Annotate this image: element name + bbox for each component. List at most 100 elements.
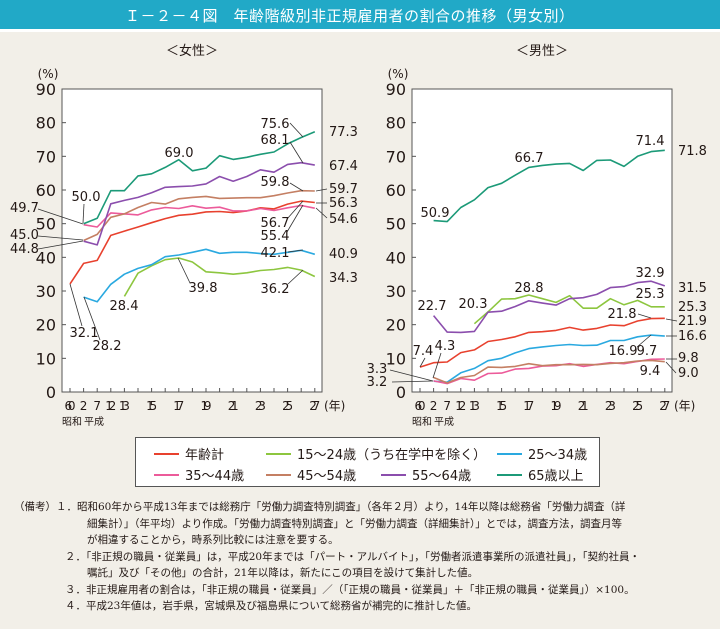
x-tick-label: 19 <box>201 399 212 413</box>
data-label: 45.0 <box>10 228 39 243</box>
data-label: 54.6 <box>329 212 358 227</box>
legend-label: 25～34歳 <box>528 448 588 463</box>
legend-label: 55～64歳 <box>412 469 472 484</box>
x-axis-unit: (年) <box>674 399 695 413</box>
legend-swatch <box>154 452 179 455</box>
y-tick-label: 10 <box>386 349 406 368</box>
legend-item-25-34: 25～34歳 <box>497 444 587 463</box>
annotation-leader <box>83 296 101 341</box>
data-label: 50.0 <box>72 190 101 205</box>
series-line-0 <box>69 200 315 285</box>
data-label: 49.7 <box>10 201 39 216</box>
annotation-leader <box>289 141 304 164</box>
series-line-1 <box>473 294 665 325</box>
series-line-2 <box>83 248 316 303</box>
data-label: 59.7 <box>329 182 358 197</box>
legend-label: 15～24歳（うち在学中を除く） <box>297 448 487 463</box>
data-label: 55.4 <box>261 229 290 244</box>
x-tick-label: 17 <box>523 399 534 413</box>
data-label: 22.7 <box>418 299 447 314</box>
data-label: 42.1 <box>261 246 290 261</box>
annotation-leader <box>286 200 304 220</box>
annotation-leader <box>289 122 304 138</box>
x-tick-label: 23 <box>255 399 266 413</box>
data-label: 9.8 <box>678 351 699 366</box>
legend-swatch <box>497 452 522 455</box>
notes: （備考）１．昭和60年から平成13年までは総務庁「労働力調査特別調査」（各年２月… <box>14 499 714 615</box>
x-tick-label: 12 <box>105 399 116 413</box>
data-label: 71.4 <box>636 134 665 149</box>
x-tick-label: 13 <box>119 399 130 413</box>
panel-title: ＜女性＞ <box>166 43 218 59</box>
x-tick-label: 13 <box>469 399 480 413</box>
annotation-leader <box>69 283 83 327</box>
data-label: 56.7 <box>261 216 290 231</box>
era-label-showa: 昭和 <box>412 416 432 428</box>
x-tick-label: 15 <box>496 399 507 413</box>
annotation-leader <box>286 204 304 233</box>
data-label: 56.3 <box>329 196 358 211</box>
note-line: 細集計）」（年平均）より作成。「労働力調査特別調査」と「労働力調査（詳細集計）」… <box>87 517 622 530</box>
era-label-heisei: 平成 <box>434 416 454 428</box>
annotation-leader <box>37 235 84 241</box>
x-tick-label: 25 <box>282 399 293 413</box>
annotation-leader <box>389 369 434 382</box>
legend-label: 年齢計 <box>185 448 225 463</box>
series-line-4 <box>83 189 315 242</box>
data-label: 21.9 <box>678 314 707 329</box>
annotation-leader <box>637 313 652 319</box>
legend-item-45-54: 45～54歳 <box>266 465 356 484</box>
x-tick-label: 23 <box>605 399 616 413</box>
y-tick-label: 70 <box>386 147 406 166</box>
panel-title: ＜男性＞ <box>516 44 568 59</box>
y-tick-label: 30 <box>36 282 56 301</box>
y-tick-label: 60 <box>386 181 406 200</box>
annotation-leader <box>315 188 328 192</box>
annotation-leader <box>177 257 191 284</box>
y-tick-label: 40 <box>36 248 56 267</box>
x-axis-unit: (年) <box>324 399 345 413</box>
data-label: 4.3 <box>435 339 456 354</box>
series-line-1 <box>123 257 316 297</box>
data-label: 77.3 <box>329 125 358 140</box>
data-label: 16.6 <box>678 329 707 344</box>
data-label: 28.8 <box>515 281 544 296</box>
data-label: 68.1 <box>261 133 290 148</box>
x-tick-label: 27 <box>309 399 320 413</box>
x-tick-label: 27 <box>659 399 670 413</box>
era-label-showa: 昭和 <box>62 416 82 428</box>
x-tick-label: 15 <box>146 399 157 413</box>
y-tick-label: 20 <box>386 316 406 335</box>
y-tick-label: 30 <box>386 282 406 301</box>
y-tick-label: 90 <box>36 80 56 99</box>
x-tick-label: 60 <box>65 399 76 413</box>
y-tick-label: 80 <box>386 114 406 133</box>
x-tick-label: 60 <box>415 399 426 413</box>
annotation-leader <box>82 203 85 224</box>
series-line-4 <box>433 359 665 384</box>
legend: 年齢計 15～24歳（うち在学中を除く） 25～34歳 35～44歳 45～54… <box>135 437 600 487</box>
annotation-leader <box>636 334 652 348</box>
note-line: ４．平成23年値は，岩手県，宮城県及び福島県について総務省が補完的に推計した値。 <box>65 600 478 612</box>
legend-swatch <box>497 473 522 476</box>
data-label: 59.8 <box>261 175 290 190</box>
series-line-2 <box>433 334 665 383</box>
data-label: 20.3 <box>459 297 488 312</box>
data-label: 9.0 <box>678 366 699 381</box>
data-label: 66.7 <box>515 151 544 166</box>
y-tick-label: 80 <box>36 114 56 133</box>
x-tick-label: 25 <box>632 399 643 413</box>
annotation-leader <box>287 269 304 285</box>
annotation-leader <box>287 249 304 253</box>
x-tick-label: 2 <box>80 399 88 413</box>
data-label: 21.8 <box>608 307 637 322</box>
legend-item-15-24: 15～24歳（うち在学中を除く） <box>266 444 486 463</box>
y-tick-label: 20 <box>36 316 56 335</box>
series-line-6 <box>433 149 665 223</box>
x-tick-label: 12 <box>455 399 466 413</box>
data-label: 3.2 <box>367 375 388 390</box>
data-label: 32.9 <box>636 266 665 281</box>
legend-swatch <box>154 473 179 476</box>
y-tick-label: 50 <box>36 215 56 234</box>
y-tick-label: 40 <box>386 248 406 267</box>
